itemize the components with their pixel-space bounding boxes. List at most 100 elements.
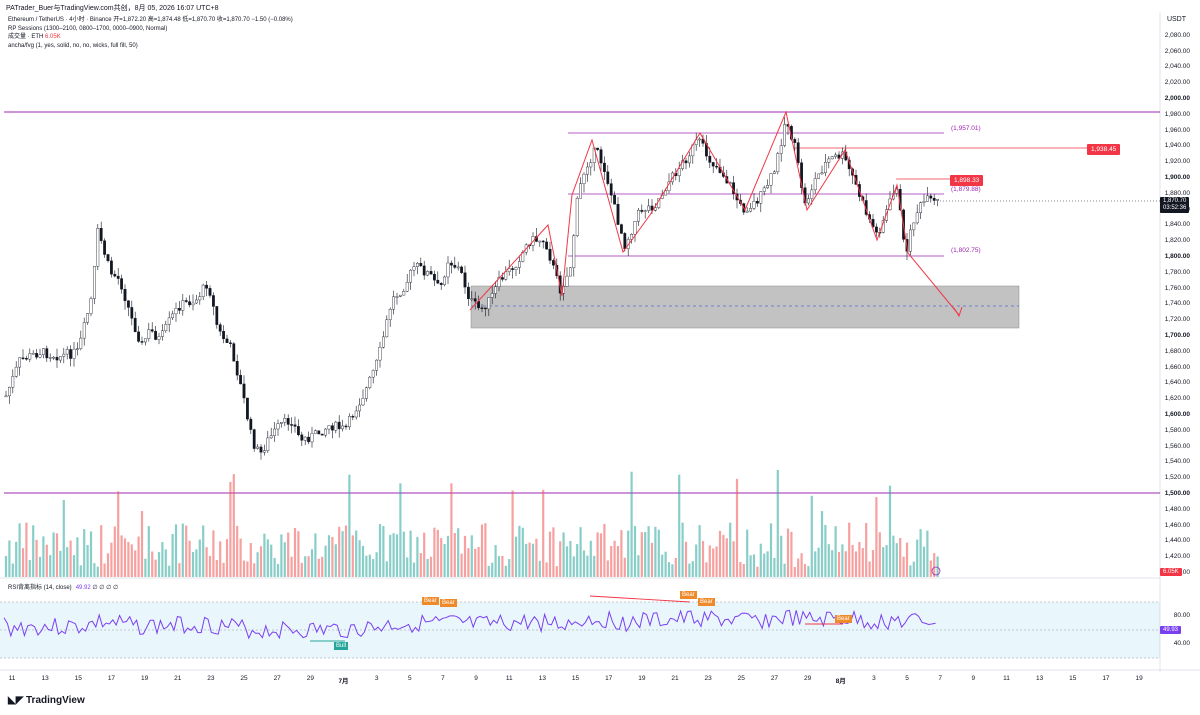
volume-bar [93, 563, 96, 577]
volume-bar [746, 529, 749, 577]
price-axis-label: 2,000.00 [1164, 95, 1190, 102]
candle-body [497, 277, 501, 287]
candle-body [52, 356, 56, 359]
candle-body [137, 331, 140, 342]
price-axis-label: 1,700.00 [1164, 332, 1190, 339]
candle-body [875, 226, 878, 233]
price-axis-label: 1,980.00 [1164, 110, 1190, 118]
bear-tag-1: Bear [422, 597, 439, 605]
currency-label[interactable]: USDT [1166, 16, 1186, 23]
candle-body [494, 286, 497, 294]
candle-body [711, 162, 715, 167]
volume-bar [66, 547, 69, 577]
volume-bar [678, 474, 681, 577]
rsi-settings-icons[interactable]: ∅ ∅ ∅ ∅ [92, 585, 119, 591]
volume-bar [69, 540, 72, 577]
volume-tag[interactable]: 6.05K [1160, 568, 1182, 576]
candle-body [314, 430, 317, 434]
candle-body [113, 273, 117, 277]
volume-bar [936, 556, 939, 577]
volume-bar [344, 525, 348, 577]
candle-body [664, 190, 668, 196]
time-axis-label: 27 [770, 675, 779, 682]
candle-body [42, 348, 45, 355]
candle-body [606, 171, 610, 184]
volume-bar [263, 533, 266, 577]
volume-bar [797, 558, 800, 577]
rsi-axis-40: 40.00 [1173, 640, 1190, 647]
candle-body [511, 268, 514, 270]
tradingview-logo[interactable]: ◣◤ TradingView [8, 695, 85, 706]
price-axis-label: 1,900.00 [1164, 174, 1190, 181]
price-axis-label: 2,080.00 [1164, 31, 1190, 39]
rsi-legend[interactable]: RSI背离指标 (14, close) 49.92 ∅ ∅ ∅ ∅ [8, 582, 118, 591]
current-price-tag[interactable]: 1,870.70 03:52:36 [1160, 197, 1190, 213]
candle-body [609, 183, 613, 196]
candle-body [793, 139, 797, 143]
price-tag-1938[interactable]: 1,938.45 [1087, 144, 1121, 155]
candle-body [470, 298, 474, 300]
indicator-volume[interactable]: 成交量 · ETH 6.05K [8, 33, 293, 42]
volume-bar [926, 530, 929, 577]
time-axis-label: 15 [571, 675, 580, 682]
candle-body [650, 205, 654, 211]
candle-body [599, 149, 603, 164]
candle-body [817, 173, 821, 179]
volume-bar [718, 530, 722, 577]
volume-bar [321, 556, 324, 577]
indicator-sessions[interactable]: RP Sessions (1300–2100, 0800–1700, 0000–… [8, 25, 168, 32]
projection-arrowhead [953, 306, 963, 318]
volume-bar [909, 565, 912, 577]
candle-body [565, 275, 569, 287]
candle-body [460, 266, 463, 273]
candle-body [399, 294, 402, 297]
price-axis-label: 1,720.00 [1164, 316, 1190, 324]
candle-body [273, 428, 276, 436]
volume-bar [202, 525, 205, 577]
symbol-line[interactable]: Ethereum / TetherUS · 4小时 · Binance 开=1,… [8, 16, 293, 25]
volume-bar [113, 526, 116, 577]
candle-body [194, 299, 198, 304]
volume-bar [875, 497, 878, 577]
volume-bar [4, 556, 8, 577]
candle-body [276, 423, 280, 430]
volume-bar [487, 565, 490, 577]
volume-bar [484, 523, 487, 577]
volume-bar [610, 546, 613, 577]
candle-body [307, 436, 310, 443]
time-axis-label: 13 [41, 675, 49, 682]
price-axis-label: 1,480.00 [1164, 505, 1190, 513]
candle-body [11, 376, 15, 388]
volume-bar [848, 522, 851, 577]
volume-bar [76, 537, 79, 577]
price-tag-1898[interactable]: 1,898.33 [950, 175, 984, 186]
volume-bar [436, 529, 439, 577]
indicator-fvg[interactable]: ancha/fvg (1, yes, solid, no, no, wicks,… [8, 42, 138, 49]
candle-body [541, 240, 545, 243]
candle-body [263, 450, 266, 453]
volume-bar [399, 483, 402, 577]
volume-bar [511, 490, 514, 577]
volume-bar [593, 555, 596, 577]
candle-body [334, 421, 338, 431]
volume-bar [242, 560, 246, 577]
candle-body [708, 155, 712, 163]
candle-body [484, 307, 487, 310]
volume-bar [147, 526, 150, 577]
volume-bar [45, 544, 48, 577]
volume-bar [389, 534, 392, 577]
candle-body [358, 404, 361, 412]
candle-body [69, 349, 73, 359]
price-axis-label: 1,520.00 [1164, 474, 1190, 482]
volume-bar [756, 566, 759, 577]
volume-bar [395, 534, 399, 577]
candle-body [344, 425, 348, 428]
time-axis-label: 17 [107, 675, 116, 682]
volume-bar [552, 527, 555, 577]
volume-bar [440, 538, 443, 577]
volume-bar [518, 525, 521, 577]
volume-bar [463, 535, 467, 577]
rsi-value-tag[interactable]: 49.93 [1160, 626, 1182, 634]
candle-body [487, 297, 491, 310]
